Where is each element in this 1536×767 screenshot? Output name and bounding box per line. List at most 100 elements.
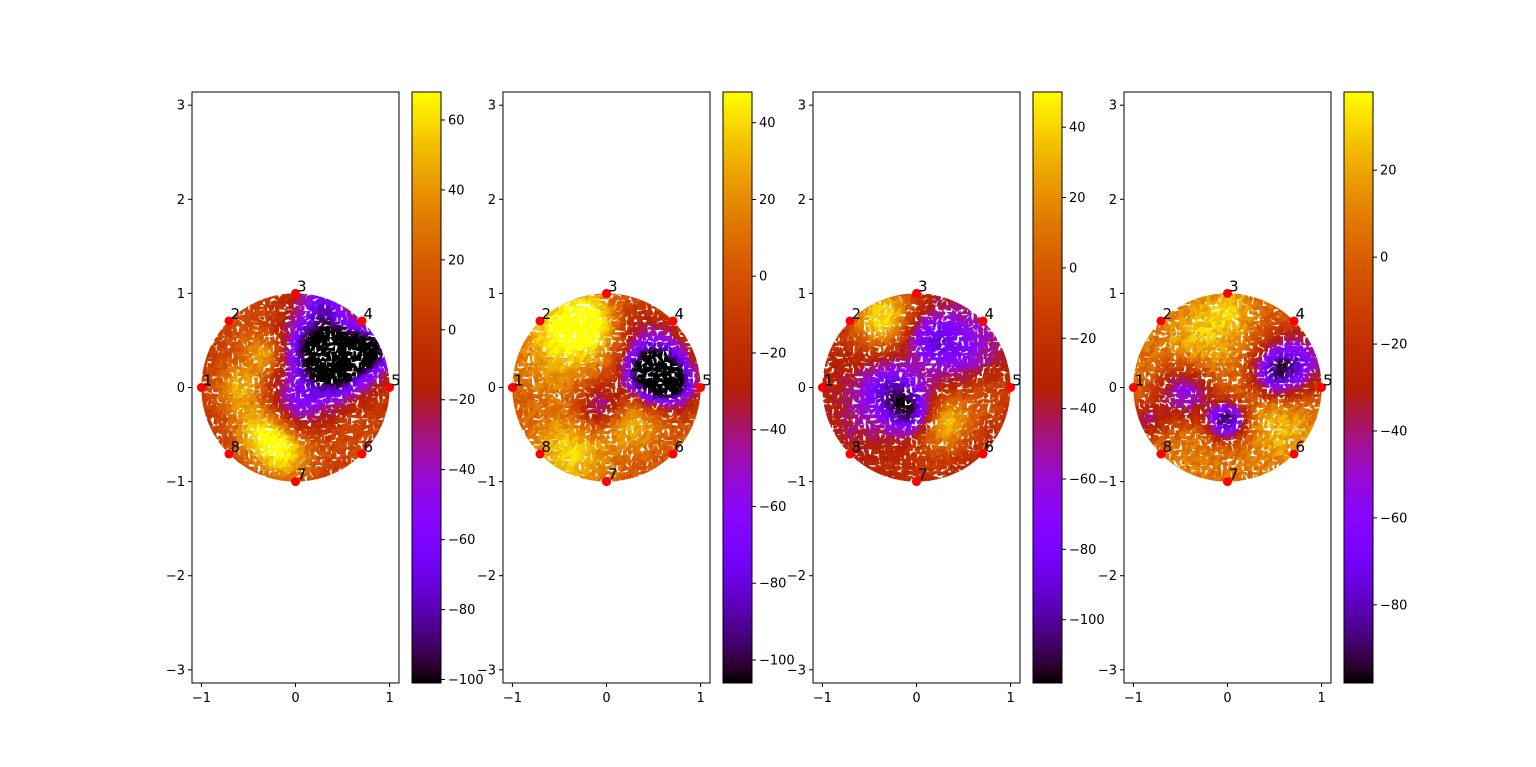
electrode-label: 5	[702, 372, 712, 390]
colorbar-tick-label: −60	[1069, 472, 1096, 487]
y-tick-label: −2	[166, 569, 185, 584]
y-tick-label: 3	[177, 99, 185, 114]
panel-2: −1 0 1 −3 −2 −1 0 1 2 3 1 2 3 4 5 6 7 8 −100 −80 −60 −40 −20 0 2…	[477, 92, 795, 706]
y-tick-label: 1	[798, 287, 806, 302]
colorbar-tick-label: −40	[448, 463, 475, 478]
electrode-label: 3	[1229, 277, 1239, 295]
colorbar-tick-label: −40	[1069, 402, 1096, 417]
colorbar: −100 −80 −60 −40 −20 0 20 40	[723, 92, 795, 683]
colorbar-tick-label: 40	[1069, 121, 1086, 136]
y-tick-label: 0	[177, 381, 185, 396]
x-tick-label: 0	[1223, 691, 1231, 706]
y-tick-label: 3	[1109, 99, 1117, 114]
y-tick-label: 2	[177, 193, 185, 208]
colorbar-tick-label: 20	[448, 253, 465, 268]
electrode-label: 6	[364, 438, 374, 456]
y-tick-label: 2	[1109, 193, 1117, 208]
x-tick-label: 1	[1317, 691, 1325, 706]
colorbar-gradient	[1344, 92, 1373, 683]
electrode-label: 2	[851, 305, 861, 323]
colorbar-tick-label: −60	[759, 500, 786, 515]
colorbar-tick-label: −40	[759, 423, 786, 438]
electrode-label: 1	[824, 372, 834, 390]
electrode-label: 6	[675, 438, 685, 456]
colorbar-tick-label: −20	[1380, 338, 1407, 353]
y-tick-label: 2	[798, 193, 806, 208]
colorbar-tick-label: −20	[759, 346, 786, 361]
y-tick-label: −1	[1098, 475, 1117, 490]
electrode-label: 3	[918, 277, 928, 295]
electrode-label: 4	[985, 305, 995, 323]
electrode-label: 2	[230, 305, 240, 323]
y-tick-label: −3	[787, 663, 806, 678]
y-tick-label: 3	[488, 99, 496, 114]
y-tick-label: −1	[477, 475, 496, 490]
y-tick-label: 1	[177, 287, 185, 302]
electrode-label: 6	[1296, 438, 1306, 456]
x-tick-label: −1	[503, 691, 522, 706]
colorbar: −80 −60 −40 −20 0 20	[1344, 92, 1407, 683]
x-tick-label: −1	[192, 691, 211, 706]
y-tick-label: 2	[488, 193, 496, 208]
electrode-label: 2	[541, 305, 551, 323]
y-tick-label: 0	[1109, 381, 1117, 396]
y-tick-label: 1	[488, 287, 496, 302]
colorbar-tick-label: 20	[1380, 164, 1397, 179]
electrode-label: 4	[675, 305, 685, 323]
electrode-label: 7	[918, 466, 928, 484]
y-tick-label: −2	[477, 569, 496, 584]
y-tick-label: −2	[787, 569, 806, 584]
colorbar-gradient	[412, 92, 441, 683]
y-tick-label: 0	[798, 381, 806, 396]
colorbar-tick-label: −80	[1069, 543, 1096, 558]
colorbar-tick-label: 0	[448, 323, 456, 338]
panel-1: −1 0 1 −3 −2 −1 0 1 2 3 1 2 3 4 5 6 7 8 −100 −80 −60 −40 −20 0 2…	[166, 92, 484, 706]
electrode-label: 5	[1323, 372, 1333, 390]
panel-4: −1 0 1−3−2−1012312345678−80−60−40−20020	[1098, 92, 1408, 706]
electrode-label: 8	[851, 438, 861, 456]
colorbar-tick-label: −80	[448, 603, 475, 618]
colorbar-gradient	[1033, 92, 1062, 683]
y-tick-label: −2	[1098, 569, 1117, 584]
x-tick-label: 1	[696, 691, 704, 706]
colorbar-tick-label: 20	[1069, 191, 1086, 206]
colorbar-tick-label: −80	[759, 577, 786, 592]
electrode-label: 1	[1135, 372, 1145, 390]
colorbar-tick-label: 0	[759, 270, 767, 285]
colorbar-tick-label: −40	[1380, 424, 1407, 439]
colorbar-tick-label: −80	[1380, 598, 1407, 613]
y-tick-label: −3	[477, 663, 496, 678]
colorbar-tick-label: −20	[448, 393, 475, 408]
electrode-label: 7	[1229, 466, 1239, 484]
electrode-label: 2	[1162, 305, 1172, 323]
y-tick-label: 0	[488, 381, 496, 396]
y-tick-label: −1	[166, 475, 185, 490]
colorbar-tick-label: −60	[1380, 511, 1407, 526]
colorbar-tick-label: 0	[1069, 261, 1077, 276]
colorbar: −100 −80 −60 −40 −20 0 20 40	[1033, 92, 1105, 683]
colorbar: −100 −80 −60 −40 −20 0 20 40 60	[412, 92, 484, 688]
electrode-label: 5	[1012, 372, 1022, 390]
colorbar-tick-label: 60	[448, 113, 465, 128]
panel-3: −1 0 1 −3 −2 −1 0 1 2 3 1 2 3 4 5 6 7 8 −100 −80 −60 −40 −20 0 2…	[787, 92, 1105, 706]
colorbar-tick-label: 40	[448, 183, 465, 198]
electrode-label: 3	[297, 277, 307, 295]
colorbar-tick-label: −60	[448, 533, 475, 548]
colorbar-tick-label: −20	[1069, 332, 1096, 347]
y-tick-label: 1	[1109, 287, 1117, 302]
x-tick-label: 0	[912, 691, 920, 706]
electrode-label: 8	[1162, 438, 1172, 456]
x-tick-label: −1	[813, 691, 832, 706]
x-tick-label: 0	[602, 691, 610, 706]
electrode-label: 1	[514, 372, 524, 390]
electrode-label: 7	[608, 466, 618, 484]
electrode-label: 5	[391, 372, 401, 390]
y-tick-label: −1	[787, 475, 806, 490]
electrode-label: 4	[1296, 305, 1306, 323]
electrode-label: 3	[608, 277, 618, 295]
colorbar-tick-label: −100	[1069, 613, 1105, 628]
colorbar-gradient	[723, 92, 752, 683]
electrode-label: 8	[541, 438, 551, 456]
y-tick-label: −3	[166, 663, 185, 678]
